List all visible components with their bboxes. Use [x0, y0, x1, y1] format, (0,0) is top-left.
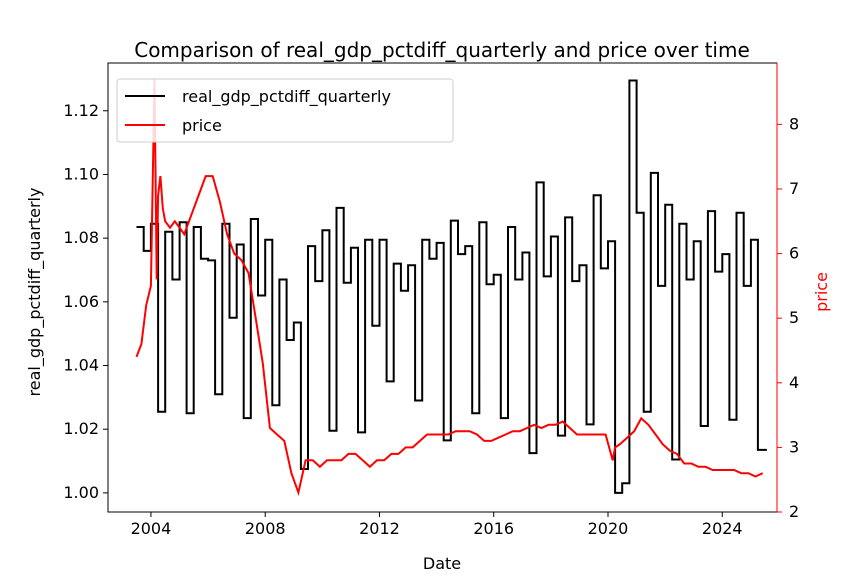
x-tick-label: 2012 [359, 519, 400, 538]
left-y-tick-label: 1.00 [63, 483, 99, 502]
right-y-tick-label: 5 [789, 308, 799, 327]
series-line-price [135, 79, 764, 497]
right-y-tick-label: 8 [789, 114, 799, 133]
chart-title: Comparison of real_gdp_pctdiff_quarterly… [134, 38, 750, 62]
right-y-tick-label: 7 [789, 179, 799, 198]
plot-area: 2004 2008 2012 2016 2020 2024 1.00 1.02 1.04 1.06… [63, 62, 799, 538]
legend-label-price: price [182, 116, 222, 135]
left-y-tick-label: 1.12 [63, 101, 99, 120]
right-y-axis-label: price [812, 272, 831, 312]
left-y-tick-label: 1.10 [63, 164, 99, 183]
legend-label-gdp: real_gdp_pctdiff_quarterly [182, 87, 391, 107]
left-y-tick-label: 1.02 [63, 419, 99, 438]
legend-box [116, 78, 454, 143]
right-y-tick-label: 4 [789, 373, 799, 392]
right-y-tick-label: 6 [789, 244, 799, 263]
x-tick-label: 2016 [473, 519, 514, 538]
x-tick-label: 2024 [702, 519, 743, 538]
x-tick-label: 2008 [245, 519, 286, 538]
series-line-real-gdp-pctdiff-quarterly [136, 79, 767, 494]
left-y-tick-label: 1.08 [63, 228, 99, 247]
x-axis-label: Date [423, 554, 461, 573]
right-y-tick-label: 2 [789, 502, 799, 521]
legend: real_gdp_pctdiff_quarterly price [116, 78, 454, 143]
x-tick-label: 2004 [131, 519, 172, 538]
x-tick-label: 2020 [588, 519, 629, 538]
right-y-tick-label: 3 [789, 437, 799, 456]
left-y-tick-label: 1.04 [63, 356, 99, 375]
left-y-axis-label: real_gdp_pctdiff_quarterly [25, 188, 45, 397]
left-y-tick-label: 1.06 [63, 292, 99, 311]
